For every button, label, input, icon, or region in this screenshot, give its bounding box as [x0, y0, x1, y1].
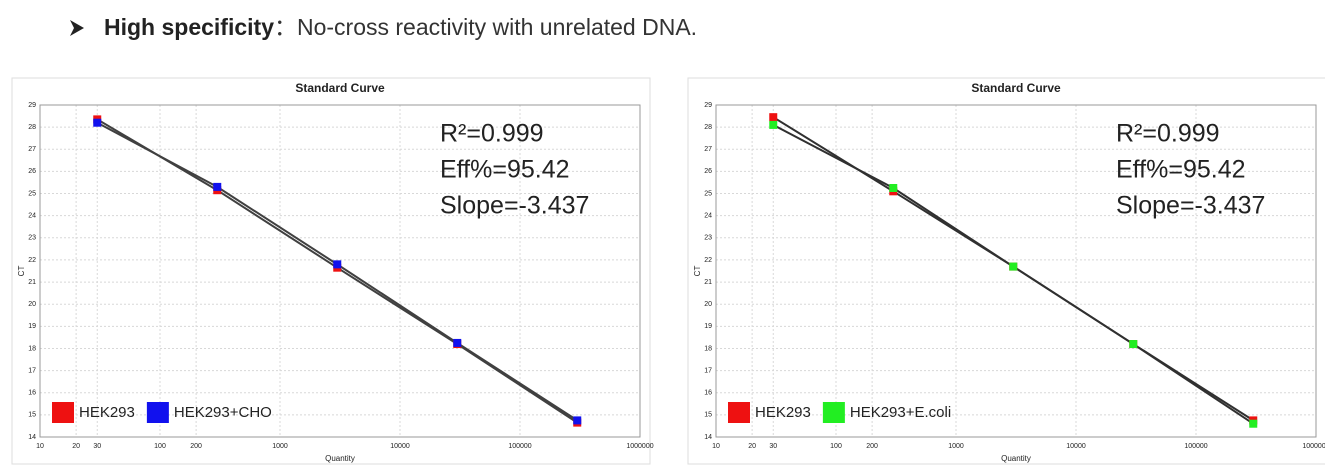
y-tick-label: 20: [704, 301, 712, 308]
y-tick-label: 24: [704, 213, 712, 220]
x-tick-label: 1000000: [1302, 443, 1325, 450]
y-tick-label: 25: [704, 190, 712, 197]
x-tick-label: 200: [866, 443, 878, 450]
plot-border: [715, 104, 1317, 438]
x-tick-label: 200: [190, 443, 202, 450]
x-tick-label: 10000: [390, 443, 410, 450]
x-tick-label: 30: [93, 443, 101, 450]
y-tick-label: 22: [28, 257, 36, 264]
x-tick-label: 30: [769, 443, 777, 450]
point: [889, 184, 898, 192]
x-tick-label: 1000000: [626, 443, 653, 450]
x-axis-label: Quantity: [1001, 454, 1031, 463]
chart-frame: [11, 77, 651, 465]
y-tick-label: 21: [28, 279, 36, 286]
y-tick-label: 23: [704, 235, 712, 242]
y-tick-label: 18: [28, 345, 36, 352]
y-tick-label: 29: [28, 102, 36, 109]
x-tick-label: 100000: [1184, 443, 1207, 450]
annotation: R²=0.999: [1116, 120, 1220, 148]
point: [1249, 419, 1258, 428]
x-axis-label: Quantity: [325, 454, 355, 463]
chart: Standard Curve 14 15 16 17 18 19 20 21 22 23 24 25 26…: [687, 77, 1325, 465]
point: [769, 113, 778, 122]
y-tick-label: 17: [28, 367, 36, 374]
y-tick-label: 23: [28, 235, 36, 242]
x-tick-label: 100: [830, 443, 842, 450]
y-tick-label: 26: [704, 168, 712, 175]
y-tick-label: 29: [704, 102, 712, 109]
y-tick-label: 17: [704, 367, 712, 374]
header: High specificity：No-cross reactivity wit…: [104, 14, 697, 40]
chart: Standard Curve 14 15 16 17 18 19 20 21 22 23 24 25 26…: [11, 77, 654, 465]
legend-label: HEK293+E.coli: [850, 404, 951, 421]
y-tick-label: 14: [704, 434, 712, 441]
legend-label: HEK293: [755, 404, 811, 421]
x-tick-label: 10: [36, 443, 44, 450]
point: [769, 120, 778, 129]
y-axis-label: CT: [693, 266, 702, 277]
legend-swatch: [822, 402, 845, 423]
y-tick-label: 22: [704, 257, 712, 264]
point: [1009, 262, 1018, 271]
annotation: Slope=-3.437: [440, 192, 589, 220]
x-tick-label: 10000: [1066, 443, 1086, 450]
x-tick-label: 10: [712, 443, 720, 450]
point: [213, 182, 222, 191]
legend-label: HEK293: [79, 404, 135, 421]
y-tick-label: 21: [704, 279, 712, 286]
legend-swatch: [146, 402, 169, 423]
chart-title: Standard Curve: [295, 81, 385, 95]
annotation: Slope=-3.437: [1116, 192, 1265, 220]
y-tick-label: 16: [28, 390, 36, 397]
chart-title: Standard Curve: [971, 81, 1061, 95]
y-tick-label: 19: [704, 323, 712, 330]
legend-swatch: [728, 402, 750, 423]
y-tick-label: 24: [28, 213, 36, 220]
x-tick-label: 100: [154, 443, 166, 450]
y-tick-label: 16: [704, 390, 712, 397]
bullet-arrow: [70, 20, 84, 36]
y-tick-label: 28: [704, 124, 712, 131]
x-tick-label: 100000: [508, 443, 531, 450]
y-axis-label: CT: [17, 266, 26, 277]
y-tick-label: 27: [704, 146, 712, 153]
point: [333, 260, 342, 269]
y-tick-label: 20: [28, 301, 36, 308]
point: [573, 416, 582, 425]
point: [1129, 340, 1138, 349]
x-tick-label: 20: [72, 443, 80, 450]
y-tick-label: 27: [28, 146, 36, 153]
y-tick-label: 19: [28, 323, 36, 330]
point: [93, 118, 102, 127]
legend-swatch: [52, 402, 74, 423]
y-tick-label: 14: [28, 434, 36, 441]
chart-frame: [687, 77, 1325, 465]
legend-label: HEK293+CHO: [174, 404, 272, 421]
plot-border: [39, 104, 641, 438]
header-bold: High specificity: [104, 14, 274, 40]
y-tick-label: 25: [28, 190, 36, 197]
header-text: ：No-cross reactivity with unrelated DNA.: [274, 14, 697, 40]
y-tick-label: 28: [28, 124, 36, 131]
x-tick-label: 1000: [948, 443, 964, 450]
annotation: Eff%=95.42: [1116, 156, 1246, 184]
annotation: R²=0.999: [440, 120, 544, 148]
y-tick-label: 18: [704, 345, 712, 352]
y-tick-label: 26: [28, 168, 36, 175]
x-tick-label: 1000: [272, 443, 288, 450]
x-tick-label: 20: [748, 443, 756, 450]
y-tick-label: 15: [704, 412, 712, 419]
y-tick-label: 15: [28, 412, 36, 419]
annotation: Eff%=95.42: [440, 156, 570, 184]
point: [453, 338, 462, 347]
